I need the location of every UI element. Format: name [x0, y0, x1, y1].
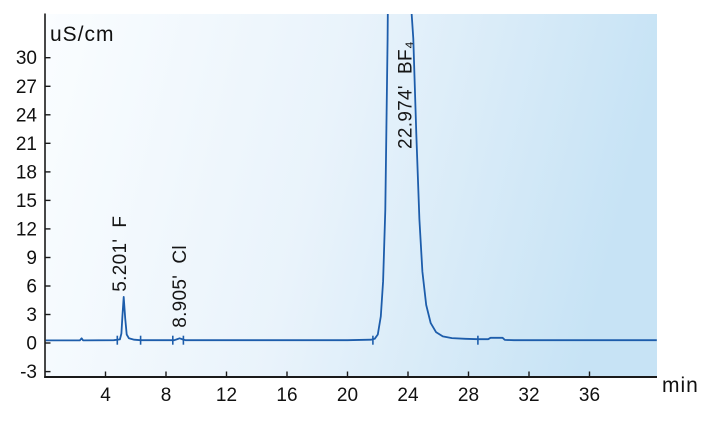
x-tick-label: 36	[579, 385, 600, 406]
x-axis-unit-label: min	[662, 374, 699, 397]
x-tick-label: 32	[518, 385, 539, 406]
x-tick-label: 4	[100, 385, 111, 406]
x-tick-label: 28	[458, 385, 479, 406]
x-tick-label: 24	[397, 385, 419, 406]
peak-label-1: 5.201' F	[110, 216, 131, 292]
peak-label-3: 22.974' BF₄	[396, 41, 417, 149]
peak-boundary-markers	[116, 335, 479, 345]
y-tick-label: 12	[16, 219, 37, 240]
y-tick-label: 21	[16, 134, 37, 155]
y-tick-label: 6	[26, 277, 37, 298]
y-tick-label: -3	[20, 362, 37, 383]
trace-path	[45, 14, 657, 342]
y-axis-unit-label: uS/cm	[50, 23, 115, 46]
x-tick-label: 8	[161, 385, 172, 406]
y-tick-label: 3	[26, 305, 37, 326]
chromatogram-trace	[45, 14, 657, 342]
x-tick-label: 12	[216, 385, 237, 406]
y-tick-label: 9	[26, 248, 37, 269]
peak-label-2: 8.905' Cl	[170, 245, 191, 328]
x-tick-label: 16	[276, 385, 297, 406]
x-tick-label: 20	[337, 385, 358, 406]
x-axis-ticks: 4 8 12 16 20 24 28 32 36	[100, 371, 600, 406]
plot-area	[45, 14, 657, 377]
y-tick-label: 15	[16, 191, 37, 212]
y-tick-label: 27	[16, 77, 37, 98]
y-tick-label: 18	[16, 162, 37, 183]
y-tick-label: 0	[26, 334, 37, 355]
y-tick-label: 30	[16, 48, 37, 69]
peak-annotations: 5.201' F 8.905' Cl 22.974' BF₄	[110, 41, 416, 328]
y-tick-label: 24	[16, 105, 38, 126]
